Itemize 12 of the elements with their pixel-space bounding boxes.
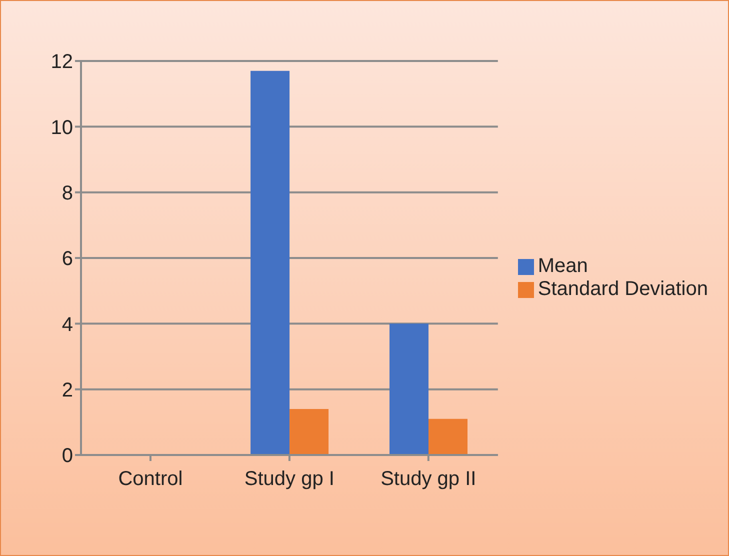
- x-tick-label: Control: [118, 468, 183, 490]
- y-tick-label: 4: [62, 314, 73, 336]
- x-tick-label: Study gp I: [244, 468, 334, 490]
- y-tick-label: 10: [50, 116, 73, 139]
- y-tick-label: 0: [62, 445, 73, 468]
- y-tick-label: 6: [62, 248, 73, 270]
- x-tick-label: Study gp II: [380, 468, 476, 490]
- y-tick-label: 2: [62, 379, 73, 402]
- y-tick-label: 12: [50, 51, 73, 74]
- legend-label: Standard Deviation: [538, 278, 708, 300]
- legend-label: Mean: [538, 255, 588, 277]
- y-tick-label: 8: [62, 182, 73, 204]
